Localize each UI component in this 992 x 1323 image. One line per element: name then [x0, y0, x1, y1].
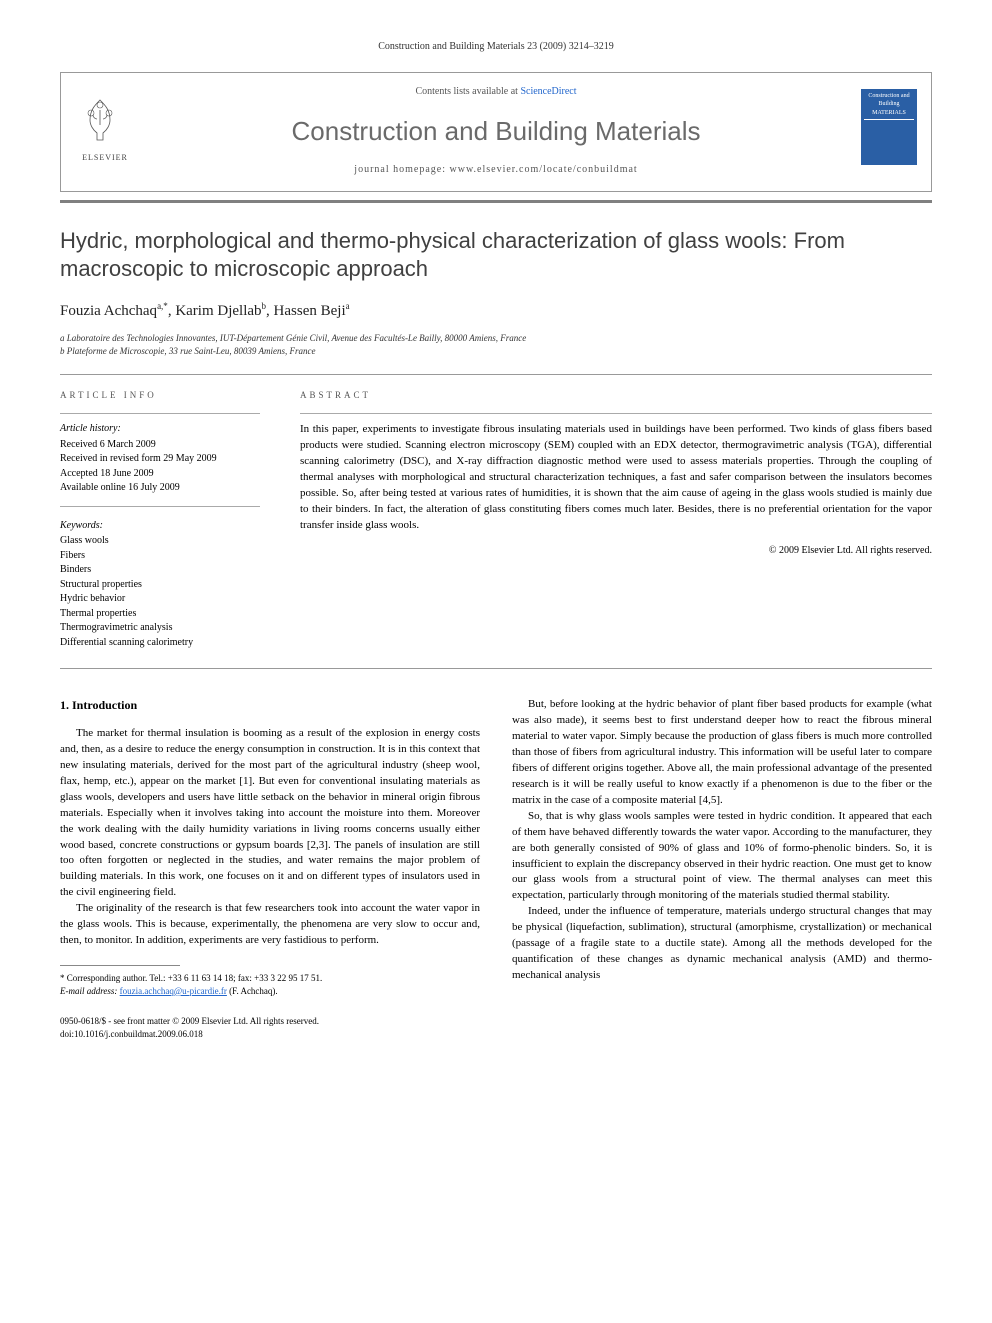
intro-p3: But, before looking at the hydric behavi… [512, 697, 932, 809]
publisher-logo: ELSEVIER [75, 95, 135, 165]
journal-cover-thumb: Construction and Building MATERIALS [861, 89, 917, 165]
keywords-heading: Keywords: [60, 519, 260, 534]
masthead-box: ELSEVIER Construction and Building MATER… [60, 72, 932, 192]
intro-p5: Indeed, under the influence of temperatu… [512, 904, 932, 984]
journal-homepage: journal homepage: www.elsevier.com/locat… [61, 163, 931, 191]
author-3-sup: a [346, 301, 350, 311]
author-email-link[interactable]: fouzia.achchaq@u-picardie.fr [120, 986, 227, 996]
corresponding-line: * Corresponding author. Tel.: +33 6 11 6… [60, 972, 480, 985]
publisher-name: ELSEVIER [75, 152, 135, 163]
keyword-7: Differential scanning calorimetry [60, 636, 260, 651]
keyword-0: Glass wools [60, 534, 260, 549]
journal-title: Construction and Building Materials [61, 107, 931, 163]
elsevier-tree-icon [75, 95, 125, 145]
history-heading: Article history: [60, 422, 260, 437]
keyword-3: Structural properties [60, 578, 260, 593]
contents-available: Contents lists available at ScienceDirec… [61, 73, 931, 107]
revised-date: Received in revised form 29 May 2009 [60, 452, 260, 467]
sciencedirect-link[interactable]: ScienceDirect [520, 86, 576, 97]
info-rule [60, 413, 260, 414]
keywords-block: Keywords: Glass wools Fibers Binders Str… [60, 519, 260, 651]
contents-prefix: Contents lists available at [415, 86, 520, 97]
abstract-label: ABSTRACT [300, 389, 932, 402]
front-matter: 0950-0618/$ - see front matter © 2009 El… [60, 1015, 480, 1028]
doi: doi:10.1016/j.conbuildmat.2009.06.018 [60, 1028, 480, 1041]
author-list: Fouzia Achchaqa,*, Karim Djellabb, Hasse… [60, 300, 932, 322]
author-3: Hassen Beji [274, 303, 346, 319]
article-history: Article history: Received 6 March 2009 R… [60, 422, 260, 496]
intro-p2: The originality of the research is that … [60, 901, 480, 949]
article-info-col: ARTICLE INFO Article history: Received 6… [60, 389, 260, 651]
body-col-right: But, before looking at the hydric behavi… [512, 697, 932, 1040]
email-label: E-mail address: [60, 986, 120, 996]
author-1-sup: a,* [157, 301, 168, 311]
cover-line1: Construction and Building [868, 93, 909, 107]
keyword-1: Fibers [60, 549, 260, 564]
corresponding-author: * Corresponding author. Tel.: +33 6 11 6… [60, 972, 480, 997]
body-col-left: 1. Introduction The market for thermal i… [60, 697, 480, 1040]
meta-row: ARTICLE INFO Article history: Received 6… [60, 374, 932, 670]
keyword-5: Thermal properties [60, 607, 260, 622]
affiliations: a Laboratoire des Technologies Innovante… [60, 332, 932, 357]
online-date: Available online 16 July 2009 [60, 481, 260, 496]
email-suffix: (F. Achchaq). [227, 986, 278, 996]
footnote-rule [60, 965, 180, 966]
article-info-label: ARTICLE INFO [60, 389, 260, 402]
abstract-copyright: © 2009 Elsevier Ltd. All rights reserved… [300, 544, 932, 558]
intro-p4: So, that is why glass wools samples were… [512, 809, 932, 905]
affiliation-b: b Plateforme de Microscopie, 33 rue Sain… [60, 345, 932, 358]
received-date: Received 6 March 2009 [60, 438, 260, 453]
abstract-text: In this paper, experiments to investigat… [300, 422, 932, 534]
doi-block: 0950-0618/$ - see front matter © 2009 El… [60, 1015, 480, 1040]
abstract-rule [300, 413, 932, 414]
masthead-rule [60, 200, 932, 203]
keyword-6: Thermogravimetric analysis [60, 621, 260, 636]
author-1: Fouzia Achchaq [60, 303, 157, 319]
author-2: Karim Djellab [175, 303, 261, 319]
cover-line2: MATERIALS [872, 110, 906, 116]
article-title: Hydric, morphological and thermo-physica… [60, 227, 932, 282]
abstract-col: ABSTRACT In this paper, experiments to i… [300, 389, 932, 651]
page-citation: Construction and Building Materials 23 (… [60, 40, 932, 54]
keyword-2: Binders [60, 563, 260, 578]
homepage-label: journal homepage: [354, 164, 449, 175]
affiliation-a: a Laboratoire des Technologies Innovante… [60, 332, 932, 345]
intro-p1: The market for thermal insulation is boo… [60, 726, 480, 901]
keyword-4: Hydric behavior [60, 592, 260, 607]
author-2-sup: b [262, 301, 267, 311]
keywords-rule [60, 506, 260, 507]
section-1-title: 1. Introduction [60, 697, 480, 714]
homepage-url[interactable]: www.elsevier.com/locate/conbuildmat [450, 164, 638, 175]
accepted-date: Accepted 18 June 2009 [60, 467, 260, 482]
body-columns: 1. Introduction The market for thermal i… [60, 697, 932, 1040]
